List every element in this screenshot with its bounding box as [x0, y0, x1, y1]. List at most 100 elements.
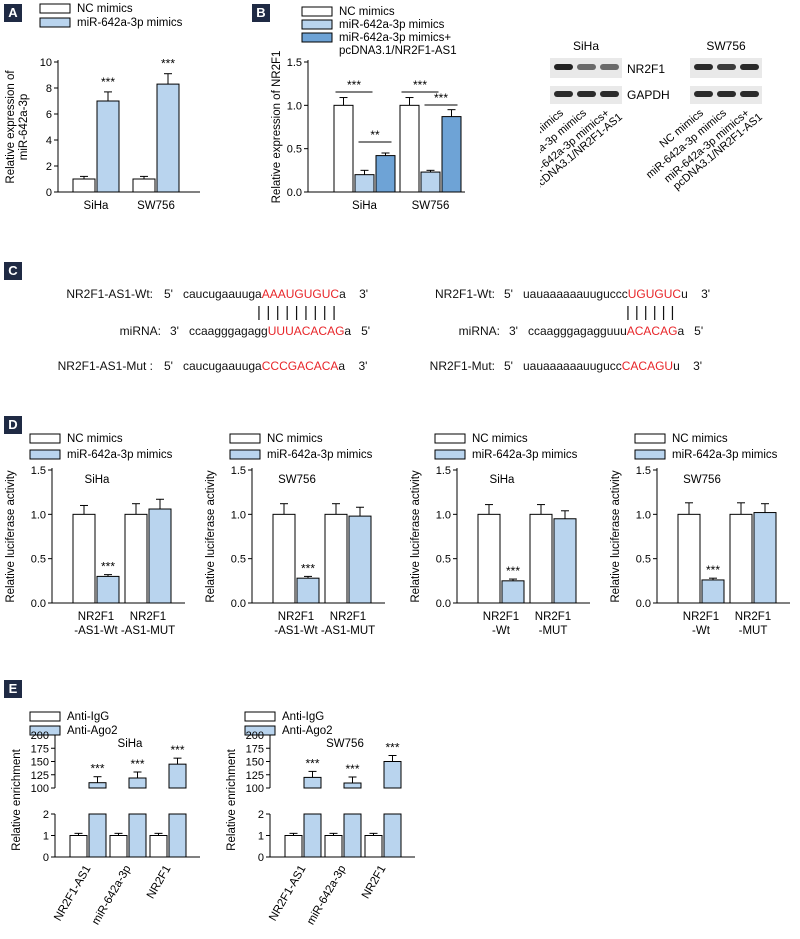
x-tick-label: NR2F1 — [278, 611, 314, 623]
bar — [96, 100, 120, 193]
y-tick-label: 0 — [46, 187, 52, 199]
legend-swatch — [301, 32, 333, 43]
bar-lower — [383, 813, 402, 858]
seq-black: ccaagggagagg — [188, 324, 268, 338]
x-tick-label: -AS1-MUT — [121, 625, 175, 637]
seq-red: UGUGUC — [627, 287, 682, 301]
left-mut-seq: 5' caucugaauugaCCCGACACAa 3' — [164, 359, 367, 373]
bar-upper — [303, 776, 322, 789]
legend-label: NC mimics — [672, 433, 728, 445]
bar — [324, 835, 343, 858]
y-tick-label: 2 — [46, 161, 52, 173]
y-tick-label: 2 — [43, 809, 49, 821]
significance: *** — [506, 564, 520, 578]
bar — [701, 579, 725, 604]
seq-black: ccaagggagagguuu — [527, 324, 627, 338]
legend-label: NC mimics — [67, 433, 123, 445]
band-gapdh — [694, 91, 713, 97]
bar — [375, 155, 396, 193]
prime-5: 5' — [504, 287, 513, 301]
x-tick-label: NR2F1 — [130, 611, 166, 623]
y-tick-label: 0 — [43, 852, 49, 864]
legend-swatch — [39, 17, 71, 28]
y-tick-label: 1.5 — [231, 465, 246, 477]
legend-swatch — [434, 433, 466, 444]
bar-upper — [168, 763, 187, 789]
bar — [333, 104, 354, 193]
y-axis-label: Relative luciferase activity — [5, 470, 17, 603]
significance: *** — [305, 756, 319, 770]
y-tick-label: 0.5 — [287, 144, 302, 156]
significance: *** — [101, 560, 115, 574]
right-wt-label: NR2F1-Wt: — [435, 287, 495, 301]
seq-red: CACAGU — [621, 359, 674, 373]
x-tick-label: NR2F1 — [330, 611, 366, 623]
y-axis-label: Relative enrichment — [11, 748, 23, 850]
prime-5: 5' — [164, 359, 173, 373]
y-tick-label: 6 — [46, 109, 52, 121]
bar — [69, 835, 88, 858]
seq-tail: a — [344, 324, 352, 338]
chart-subtitle: SW756 — [278, 474, 316, 486]
y-tick-label: 100 — [246, 783, 264, 795]
right-mirna-seq: 3' ccaagggagagguuuACACAGa 5' — [509, 324, 703, 338]
x-tick-label: -AS1-Wt — [274, 625, 318, 637]
chart-d-sw756-nr2f1: NC mimics miR-642a-3p mimics SW756 0.0 0.5 1.… — [610, 433, 790, 637]
bar — [729, 513, 753, 604]
bar-lower — [88, 813, 107, 858]
bar — [296, 577, 320, 604]
bar — [96, 575, 120, 604]
legend-swatch — [634, 433, 666, 444]
prime-3: 3' — [509, 324, 518, 338]
bar — [477, 513, 501, 604]
band-nr2f1 — [740, 64, 759, 70]
y-tick-label: 0.0 — [287, 187, 302, 199]
y-tick-label: 1.0 — [636, 509, 651, 521]
y-tick-label: 200 — [246, 730, 264, 742]
x-tick-label: SiHa — [352, 200, 378, 212]
x-tick-label: NR2F1 — [735, 611, 771, 623]
legend-swatch — [229, 433, 261, 444]
legend-label: miR-642a-3p mimics — [339, 19, 445, 31]
y-tick-label: 0.5 — [31, 554, 46, 566]
y-axis-label: Relative expression of NR2F1 — [271, 51, 283, 204]
bar — [348, 515, 372, 604]
x-tick-label: SW756 — [137, 200, 175, 212]
prime-5: 5' — [694, 324, 704, 338]
prime-5: 5' — [361, 324, 371, 338]
band-gapdh — [717, 91, 736, 97]
x-tick-label: NR2F1 — [360, 864, 389, 902]
bar — [399, 104, 420, 193]
panel-label-e: E — [4, 680, 22, 698]
bar — [354, 174, 375, 193]
seq-tail: a — [339, 287, 346, 301]
legend-swatch — [434, 449, 466, 460]
y-tick-label: 150 — [31, 757, 49, 769]
prime-5: 5' — [164, 287, 173, 301]
seq-red: AAAUGUGUC — [261, 287, 340, 301]
panel-label-c: C — [4, 262, 22, 280]
band-nr2f1 — [577, 64, 596, 70]
y-tick-label: 1 — [43, 831, 49, 843]
panel-label-b: B — [252, 4, 270, 22]
bar — [501, 580, 525, 604]
y-tick-label: 1.5 — [636, 465, 651, 477]
y-tick-label: 175 — [31, 743, 49, 755]
seq-tail: u — [673, 359, 680, 373]
bar — [529, 513, 553, 604]
x-tick-label: -MUT — [539, 625, 568, 637]
seq-black: caucugaauuga — [182, 359, 262, 373]
x-tick-label: NR2F1-AS1 — [52, 864, 93, 924]
legend-swatch — [634, 449, 666, 460]
bar-lower — [168, 813, 187, 858]
y-tick-label: 1.0 — [31, 509, 46, 521]
significance: *** — [347, 78, 361, 92]
left-wt-label: NR2F1-AS1-Wt: — [66, 287, 153, 301]
bar — [109, 835, 128, 858]
band-gapdh — [600, 91, 619, 97]
significance: *** — [170, 743, 184, 757]
chart-d-siha-nr2f1: NC mimics miR-642a-3p mimics SiHa 0.0 0.5 1.0… — [410, 433, 590, 637]
